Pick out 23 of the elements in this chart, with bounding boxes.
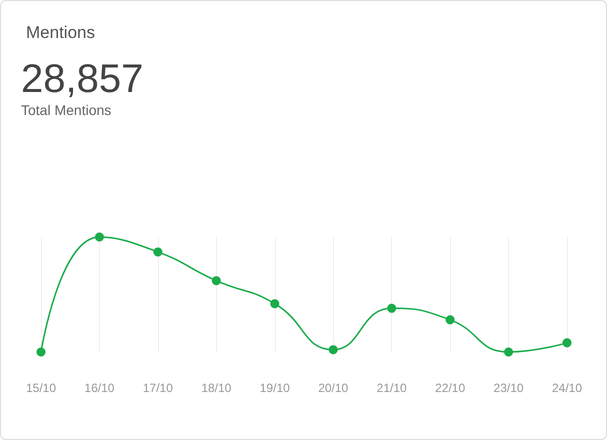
- x-tick-label: 21/10: [376, 381, 408, 395]
- point: [153, 247, 162, 256]
- point: [328, 345, 338, 354]
- x-tick-label: 20/10: [318, 381, 349, 395]
- point: [562, 338, 572, 348]
- point: [270, 299, 280, 308]
- point: [94, 232, 104, 242]
- point: [504, 348, 514, 356]
- text: Total Mentions: [21, 102, 112, 118]
- point: [387, 304, 396, 313]
- x-tick-label: 17/10: [142, 381, 174, 395]
- x-tick-label: 15/10: [26, 381, 56, 395]
- point: [36, 348, 46, 356]
- chart-title: Mentions: [26, 23, 95, 42]
- x-tick-label: 16/10: [84, 381, 115, 395]
- x-tick-label: 19/10: [260, 381, 290, 395]
- x-tick-label: 22/10: [435, 381, 466, 395]
- point: [212, 276, 221, 286]
- x-tick-label: 23/10: [494, 381, 524, 395]
- point: [446, 315, 455, 324]
- text: 28,857: [21, 57, 144, 101]
- x-tick-label: 18/10: [201, 381, 232, 395]
- x-tick-label: 24/10: [552, 381, 582, 395]
